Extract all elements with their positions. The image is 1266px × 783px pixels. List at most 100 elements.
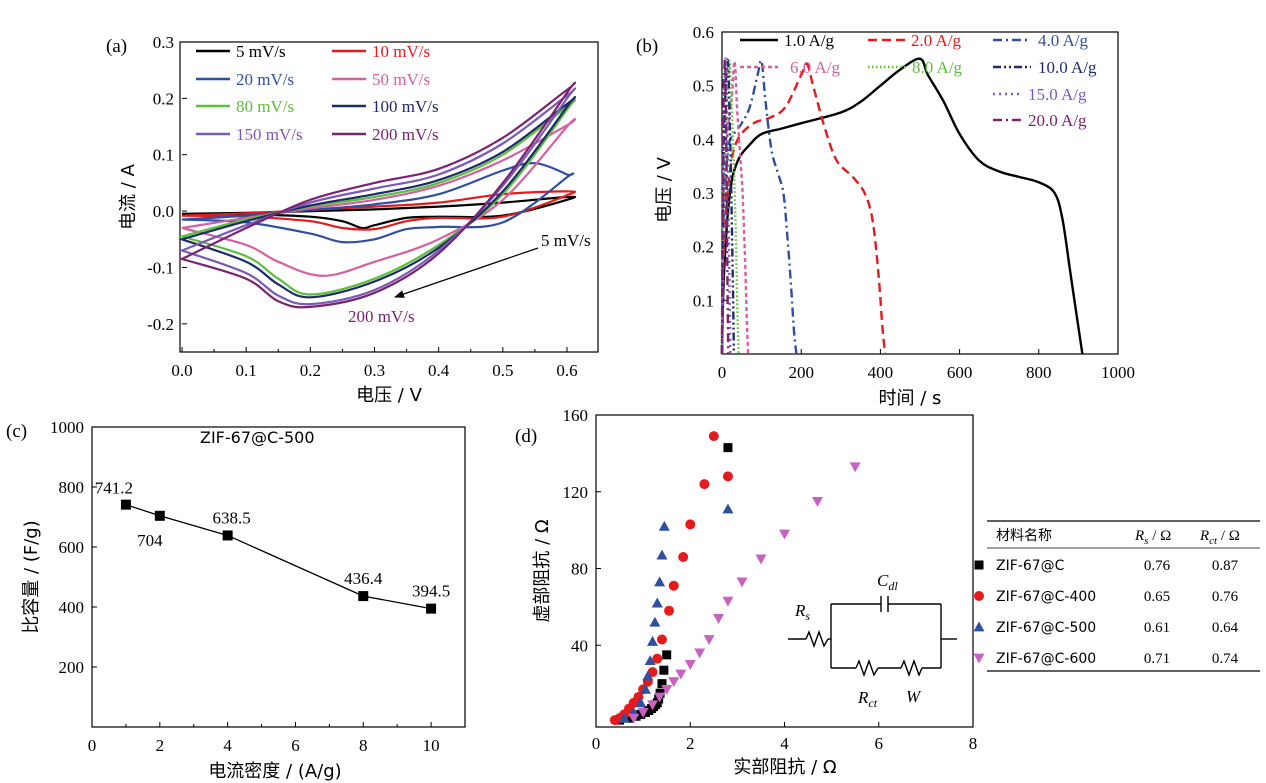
y-tick-label: 40 (571, 636, 588, 655)
y-tick-label: 200 (59, 658, 85, 677)
panel-a-cv-chart: (a) 0.0 0.1 0.2 0.3 0.4 0.5 0.6-0.2-0.10.00.10… (106, 33, 599, 406)
circuit-w-element (900, 658, 923, 678)
legend-entry: 6.0 A/g (790, 58, 841, 77)
equivalent-circuit (788, 596, 957, 678)
table-cell-name: ZIF-67@C-600 (996, 651, 1096, 667)
panel-a-annotation-start: 5 mV/s (541, 231, 591, 250)
nyquist-point (639, 683, 651, 694)
legend-entry: 150 mV/s (236, 125, 303, 144)
nyquist-point (661, 684, 673, 695)
nyquist-point (654, 576, 666, 587)
y-tick-label: 1000 (50, 418, 84, 437)
circuit-rct-resistor (855, 658, 879, 678)
capacity-point (120, 499, 131, 510)
y-tick-label: 0.1 (693, 291, 714, 310)
capacity-line (125, 504, 432, 610)
nyquist-point (659, 665, 669, 675)
x-tick-label: 0.0 (171, 361, 192, 380)
point-label: 436.4 (344, 569, 383, 588)
nyquist-point (779, 529, 790, 540)
nyquist-point (656, 634, 667, 645)
legend-entry: 80 mV/s (236, 97, 294, 116)
y-tick-label: 0.2 (153, 89, 174, 108)
nyquist-point (723, 443, 733, 453)
nyquist-point (662, 650, 672, 660)
x-tick-label: 0 (592, 734, 601, 753)
capacity-point (358, 591, 369, 602)
table-cell-rct: 0.74 (1212, 651, 1239, 667)
legend-entry: 8.0 A/g (912, 58, 963, 77)
nyquist-point (703, 635, 715, 645)
nyquist-point (685, 519, 696, 530)
nyquist-point (637, 708, 649, 718)
table-cell-name: ZIF-67@C (996, 558, 1065, 574)
x-tick-label: 1000 (1101, 363, 1135, 382)
nyquist-point (713, 613, 725, 624)
panel-b-series (720, 57, 1084, 355)
legend-entry: 10.0 A/g (1038, 58, 1097, 77)
x-tick-label: 4 (223, 736, 232, 755)
legend-entry: 15.0 A/g (1028, 85, 1087, 104)
cv-curve (178, 87, 577, 306)
panel-c-xlabel: 电流密度 / (A/g) (208, 761, 341, 782)
circuit-w-label: W (906, 687, 922, 706)
legend-entry: 5 mV/s (236, 42, 286, 61)
table-cell-rs: 0.61 (1144, 620, 1170, 636)
nyquist-point (649, 616, 661, 627)
x-tick-label: 6 (875, 734, 884, 753)
nyquist-point (722, 471, 733, 482)
x-tick-label: 2 (686, 734, 695, 753)
y-tick-label: 120 (563, 483, 589, 502)
nyquist-point (973, 653, 985, 664)
nyquist-point (699, 479, 710, 490)
nyquist-point (618, 712, 630, 723)
nyquist-point (974, 591, 984, 601)
nyquist-point (973, 621, 985, 632)
table-cell-rs: 0.65 (1144, 589, 1170, 605)
legend-entry: 4.0 A/g (1038, 31, 1089, 50)
y-tick-label: 0.4 (693, 130, 715, 149)
nyquist-point (849, 462, 861, 473)
x-tick-label: 0.1 (236, 361, 257, 380)
x-tick-label: 6 (291, 736, 300, 755)
table-header-name: 材料名称 (996, 528, 1052, 544)
nyquist-point (694, 648, 706, 659)
panel-b-ticks: 0 200 400 600 800 1000 0.1 0.2 0.3 0.4 0.5 0.6 (693, 23, 1135, 382)
x-tick-label: 0.5 (492, 361, 513, 380)
panel-a-xlabel: 电压 / V (356, 385, 423, 406)
nyquist-point (651, 597, 663, 608)
x-tick-label: 10 (423, 736, 440, 755)
panel-d-nyquist-chart: (d) 0 2 4 6 8 40 80 120 160 实部阻抗 / Ω 虚部阻抗 / Ω Rs… (515, 406, 1260, 778)
x-tick-label: 600 (947, 363, 973, 382)
y-tick-label: 800 (59, 478, 85, 497)
panel-a-ylabel: 电流 / A (118, 163, 139, 230)
nyquist-point (664, 605, 675, 616)
table-cell-rct: 0.64 (1212, 620, 1239, 636)
point-label: 741.2 (95, 479, 133, 498)
y-tick-label: 0.2 (693, 238, 714, 257)
nyquist-point (722, 503, 734, 514)
panel-a-annotation-end: 200 mV/s (348, 307, 415, 326)
x-tick-label: 0 (718, 363, 727, 382)
gcd-curve (720, 60, 750, 355)
cv-curve (181, 161, 575, 244)
legend-entry: 100 mV/s (372, 97, 439, 116)
table-cell-rct: 0.87 (1212, 558, 1239, 574)
panel-c-label: (c) (6, 421, 27, 442)
y-tick-label: 0.1 (153, 146, 174, 165)
impedance-table: 材料名称 Rs / Ω Rct / Ω ZIF-67@C 0.76 0.87ZIF-… (973, 520, 1260, 672)
table-rows: ZIF-67@C 0.76 0.87 ZIF-67@C-400 0.65 0.76 ZIF-… (973, 558, 1239, 667)
circuit-rs-resistor (805, 629, 829, 649)
nyquist-point (624, 713, 634, 723)
panel-c-series: 741.2 704 638.5 436.4 394.5 (95, 479, 450, 614)
legend-entry: 20.0 A/g (1028, 111, 1087, 130)
legend-entry: 2.0 A/g (911, 31, 962, 50)
table-cell-name: ZIF-67@C-400 (996, 589, 1096, 605)
nyquist-point (675, 669, 687, 680)
nyquist-point (642, 670, 654, 681)
nyquist-point (755, 554, 767, 565)
nyquist-point (668, 580, 679, 591)
panel-a-plot-frame (179, 41, 599, 353)
x-tick-label: 0.2 (300, 361, 321, 380)
